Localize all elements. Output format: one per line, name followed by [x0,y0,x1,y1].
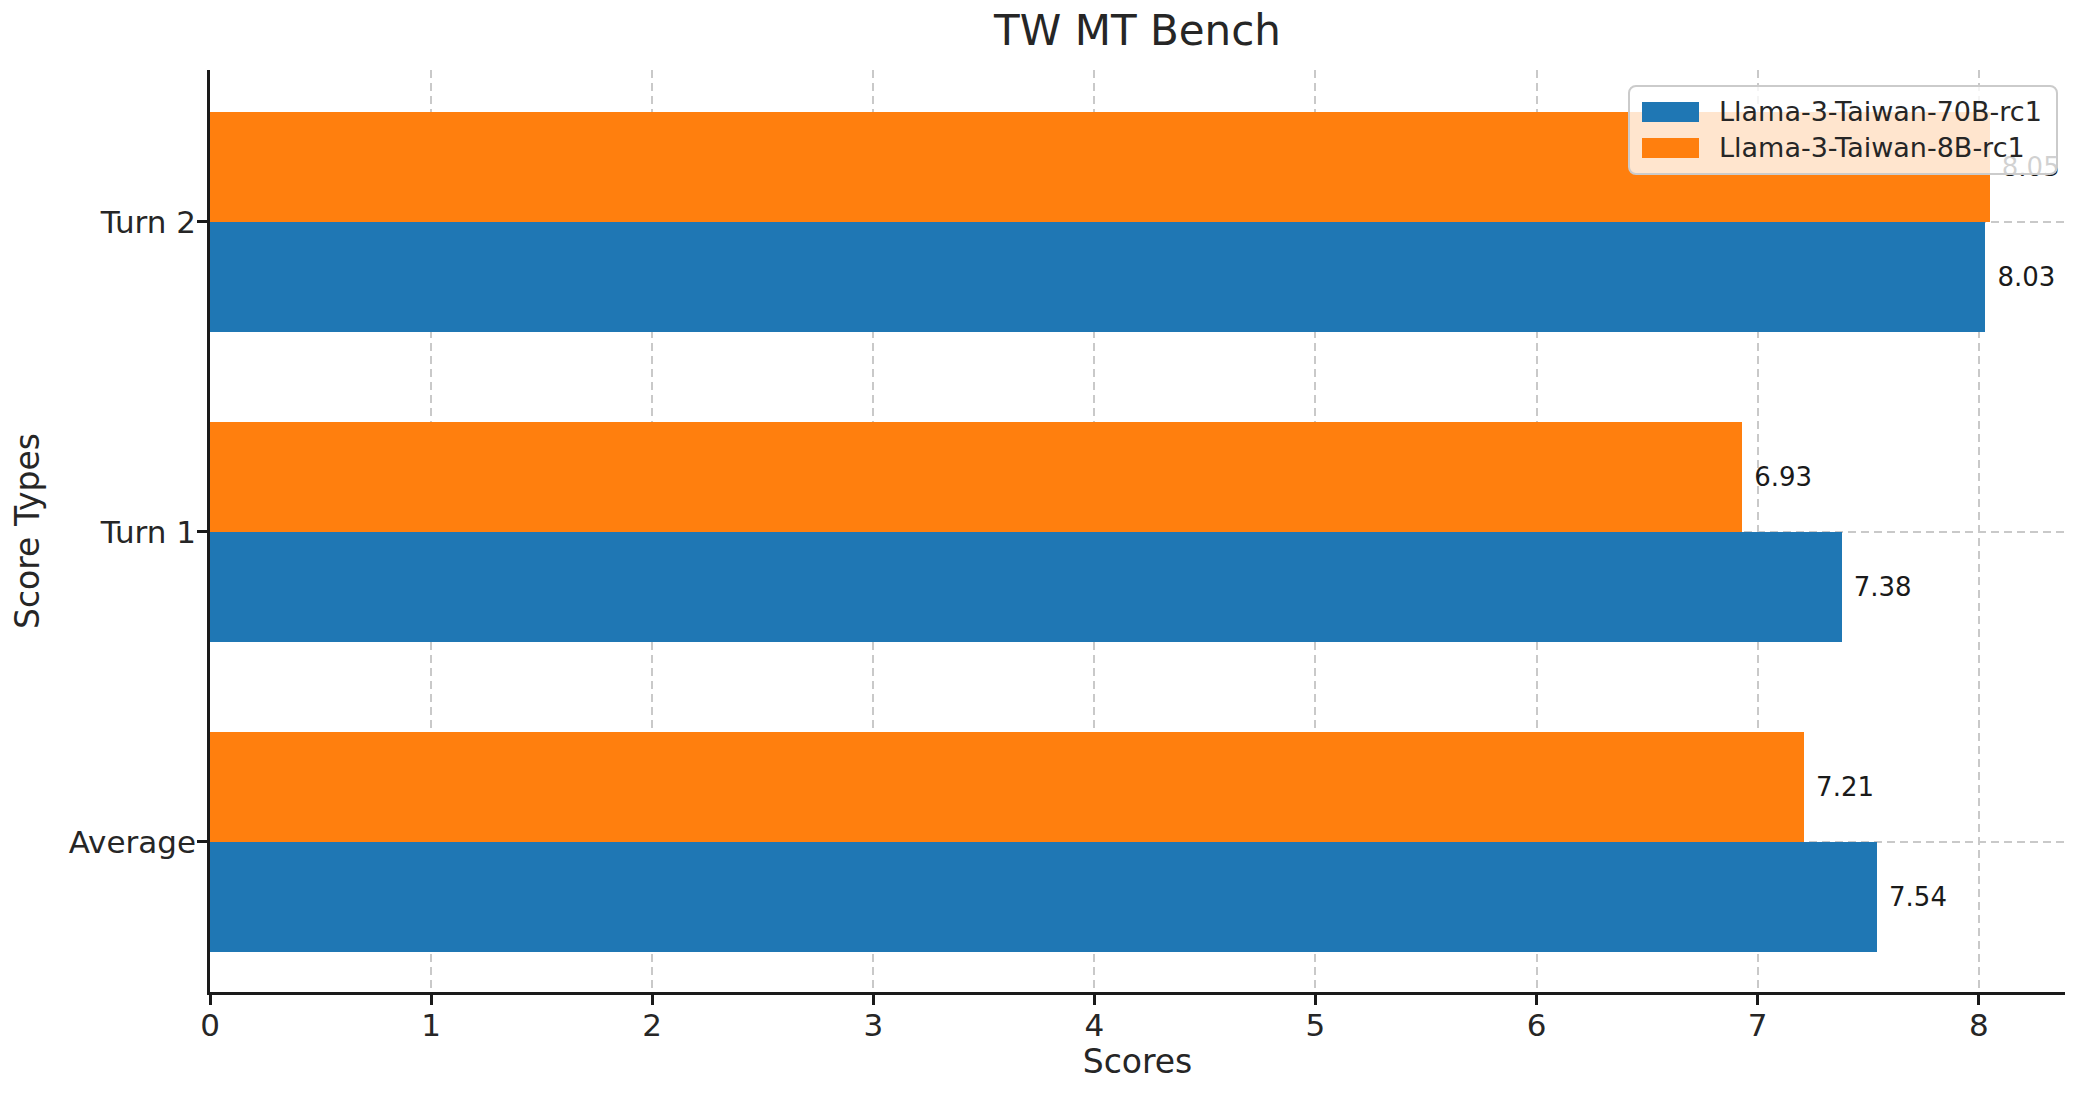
bar-turn-1-8b [210,422,1742,532]
y-tick-label: Turn 2 [0,204,196,240]
bar-value-label: 7.54 [1889,882,1947,912]
legend-label-8b: Llama-3-Taiwan-8B-rc1 [1719,133,2025,163]
x-tick-label: 2 [642,1007,662,1043]
bar-value-label: 7.38 [1854,572,1912,602]
plot-area: 8.058.036.937.387.217.54 [210,70,2065,992]
bar-value-label: 7.21 [1816,772,1874,802]
x-axis-spine [207,992,2065,995]
x-tick-mark [1535,995,1538,1005]
bar-turn-1-70b [210,532,1842,642]
y-tick-label: Turn 1 [0,514,196,550]
x-tick-mark [651,995,654,1005]
bar-value-label: 6.93 [1754,462,1812,492]
legend: Llama-3-Taiwan-70B-rc1 Llama-3-Taiwan-8B… [1628,85,2058,175]
legend-label-70b: Llama-3-Taiwan-70B-rc1 [1719,97,2042,127]
x-tick-mark [430,995,433,1005]
legend-swatch-blue-icon [1642,102,1699,122]
x-tick-mark [209,995,212,1005]
bar-value-label: 8.03 [1997,262,2055,292]
x-tick-mark [872,995,875,1005]
y-tick-mark [197,530,207,533]
chart-figure: TW MT Bench Score Types Scores 8.058.036… [0,0,2090,1101]
bar-average-70b [210,842,1877,952]
y-tick-mark [197,220,207,223]
x-tick-label: 6 [1527,1007,1547,1043]
x-tick-mark [1314,995,1317,1005]
x-tick-mark [1093,995,1096,1005]
x-tick-label: 5 [1306,1007,1326,1043]
y-tick-label: Average [0,824,196,860]
x-tick-mark [1977,995,1980,1005]
chart-title: TW MT Bench [210,6,2065,55]
x-tick-label: 1 [421,1007,441,1043]
bar-turn-2-70b [210,222,1985,332]
x-axis-label: Scores [210,1042,2065,1081]
x-tick-label: 7 [1748,1007,1768,1043]
x-tick-label: 8 [1969,1007,1989,1043]
legend-entry-8b: Llama-3-Taiwan-8B-rc1 [1642,133,2046,163]
x-tick-label: 4 [1085,1007,1105,1043]
x-tick-label: 0 [200,1007,220,1043]
y-tick-mark [197,840,207,843]
x-tick-mark [1756,995,1759,1005]
legend-swatch-orange-icon [1642,138,1699,158]
x-tick-label: 3 [863,1007,883,1043]
legend-entry-70b: Llama-3-Taiwan-70B-rc1 [1642,97,2046,127]
y-axis-spine [207,70,210,995]
bar-average-8b [210,732,1804,842]
